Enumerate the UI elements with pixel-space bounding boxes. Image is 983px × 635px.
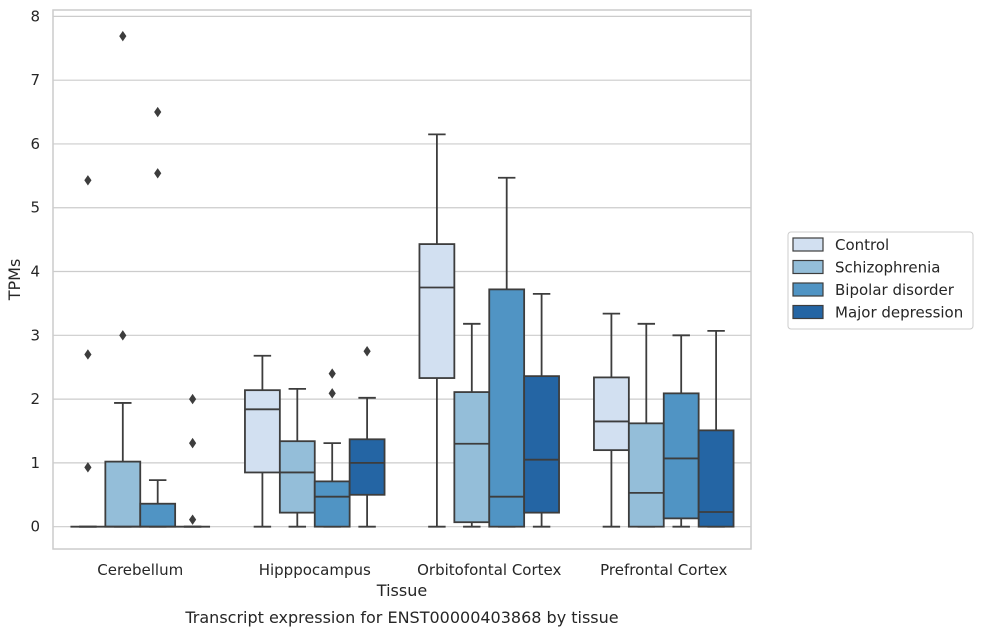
box-schizophrenia: [278, 387, 316, 528]
outlier-point: [189, 437, 197, 449]
box-iqr: [313, 480, 351, 528]
legend-item: Major depression: [792, 304, 963, 322]
chart-caption: Transcript expression for ENST0000040386…: [184, 608, 618, 627]
legend-label: Bipolar disorder: [835, 281, 955, 299]
x-tick-label: Cerebellum: [97, 561, 183, 579]
outlier-point: [189, 393, 197, 405]
boxes: [70, 30, 735, 528]
box-iqr: [278, 440, 316, 514]
box-schizophrenia: [104, 30, 142, 528]
outlier-point: [363, 346, 371, 357]
x-tick-label: Prefrontal Cortex: [600, 561, 727, 579]
y-tick-label: 2: [30, 390, 40, 408]
box-iqr: [662, 392, 700, 520]
box-schizophrenia: [453, 322, 491, 528]
box-iqr: [418, 243, 456, 379]
gridlines: [53, 15, 751, 528]
box-major-depression: [348, 346, 386, 528]
outlier-point: [328, 388, 336, 399]
y-tick-labels: 0 1 2 3 4 5 6 7 8: [30, 7, 40, 535]
legend: Control Schizophrenia Bipolar disorder Majo…: [787, 231, 974, 330]
outlier-point: [154, 168, 162, 179]
box-bipolar-disorder: [139, 106, 177, 528]
box-schizophrenia: [627, 322, 665, 528]
box-iqr: [348, 438, 386, 496]
box-bipolar-disorder: [313, 368, 351, 528]
box-bipolar-disorder: [488, 176, 526, 528]
box-iqr: [488, 288, 526, 528]
y-tick-label: 8: [30, 7, 40, 25]
box-control: [593, 312, 630, 528]
outlier-point: [328, 368, 336, 379]
legend-frame: [787, 231, 974, 330]
outlier-point: [119, 30, 127, 42]
y-tick-label: 1: [30, 454, 40, 472]
box-iqr: [627, 422, 665, 528]
box-bipolar-disorder: [662, 334, 700, 528]
x-tick-labels: Cerebellum Hipppocampus Orbitofontal Corte…: [97, 561, 727, 579]
y-tick-label: 7: [30, 71, 40, 89]
outlier-point: [84, 462, 92, 473]
legend-item: Control: [792, 236, 889, 254]
y-tick-label: 0: [30, 518, 40, 536]
box-control: [244, 354, 281, 528]
box-iqr: [697, 429, 735, 528]
legend-label: Major depression: [835, 304, 963, 322]
plot-area-frame: [52, 9, 752, 550]
y-tick-label: 3: [30, 326, 40, 344]
outlier-point: [84, 175, 92, 186]
outlier-point: [84, 349, 92, 360]
legend-item: Schizophrenia: [792, 259, 940, 277]
box-iqr: [139, 502, 177, 528]
x-axis-label: Tissue: [376, 581, 427, 600]
legend-swatch: [792, 259, 824, 275]
legend-swatch: [792, 237, 824, 252]
y-tick-label: 4: [30, 263, 40, 281]
box-iqr: [453, 391, 491, 524]
box-iqr: [244, 389, 281, 474]
box-iqr: [523, 375, 560, 514]
box-major-depression: [523, 292, 560, 528]
box-major-depression: [175, 393, 211, 528]
box-control: [70, 175, 106, 528]
legend-label: Control: [835, 236, 889, 254]
box-iqr: [104, 460, 142, 528]
x-tick-label: Hipppocampus: [259, 561, 371, 579]
legend-item: Bipolar disorder: [792, 281, 955, 299]
box-control: [418, 133, 456, 528]
y-axis-label: TPMs: [5, 259, 24, 302]
outlier-point: [154, 106, 162, 118]
outlier-point: [189, 514, 197, 525]
legend-swatch: [792, 282, 824, 297]
x-tick-label: Orbitofontal Cortex: [417, 561, 561, 579]
y-tick-label: 5: [30, 199, 40, 217]
legend-swatch: [792, 304, 824, 320]
box-iqr: [593, 376, 630, 452]
y-tick-label: 6: [30, 135, 40, 153]
outlier-point: [119, 330, 127, 341]
legend-label: Schizophrenia: [835, 259, 940, 277]
box-major-depression: [697, 329, 735, 528]
